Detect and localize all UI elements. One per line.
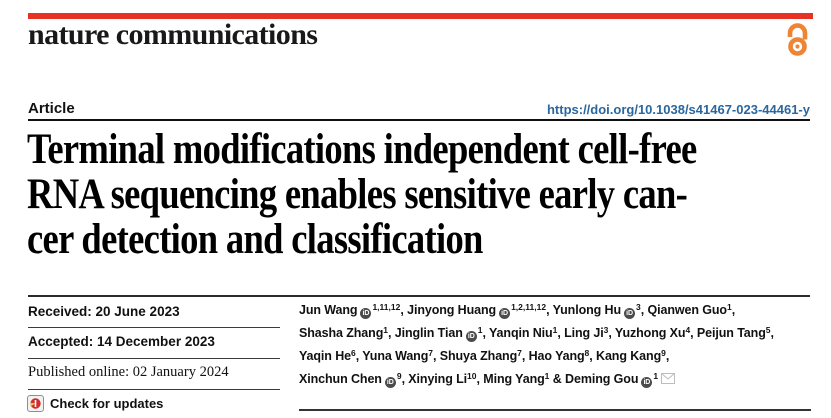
orcid-icon[interactable]: iD (384, 377, 396, 388)
author-name-text: , Kang Kang (589, 349, 662, 363)
brand-accent-bar (28, 13, 813, 19)
author-name-text: , Yunlong Hu (546, 303, 622, 317)
author-name-text: Jun Wang (299, 303, 358, 317)
section-label: Article (28, 100, 75, 117)
check-for-updates-link[interactable]: Check for updates (27, 395, 163, 412)
title-line-3: cer detection and classification (27, 216, 483, 263)
orcid-icon[interactable]: iD (624, 308, 636, 319)
affiliation-superscript: 8 (584, 347, 590, 358)
header-divider (28, 119, 810, 121)
orcid-icon[interactable]: iD (641, 377, 653, 388)
author-name-text: , (770, 326, 774, 340)
affiliation-superscript: 1 (477, 324, 483, 335)
author-name-text: , Hao Yang (521, 349, 585, 363)
affiliation-superscript: 1 (383, 324, 388, 335)
author-name-text: , Qianwen Guo (640, 303, 727, 317)
affiliation-superscript: 10 (467, 370, 477, 381)
orcid-icon[interactable]: iD (499, 308, 511, 319)
author-line: Shasha Zhang1, Jinglin Tian iD1, Yanqin N… (299, 322, 815, 345)
meta-divider (28, 358, 280, 359)
meta-divider (28, 327, 280, 328)
author-name-text: , Yanqin Niu (482, 326, 553, 340)
affiliation-superscript: 3 (603, 324, 609, 335)
orcid-icon[interactable]: iD (465, 331, 477, 342)
author-name-text: , Xinying Li (401, 372, 468, 386)
author-name-text: Xinchun Chen (299, 372, 382, 386)
author-name-text: , Shuya Zhang (433, 349, 518, 363)
author-name-text: , Peijun Tang (690, 326, 766, 340)
affiliation-superscript: 1 (726, 301, 732, 312)
author-name-text: , Jinyong Huang (400, 303, 497, 317)
journal-logo: nature communications (28, 18, 318, 51)
affiliation-superscript: 7 (428, 347, 433, 358)
article-meta-row: Article https://doi.org/10.1038/s41467-0… (28, 100, 810, 117)
author-name-text: & Deming Gou (549, 372, 639, 386)
author-name-text: Yaqin He (299, 349, 351, 363)
received-date: Received: 20 June 2023 (28, 304, 180, 319)
author-name-text: , Ming Yang (476, 372, 545, 386)
title-line-2: RNA sequencing enables sensitive early c… (27, 171, 688, 218)
author-name-text: Shasha Zhang (299, 326, 384, 340)
author-name-text: , Yuna Wang (355, 349, 429, 363)
authors-bottom-divider (299, 409, 811, 411)
page-title: Terminal modifications independent cell-… (27, 127, 815, 262)
affiliation-superscript: 1,2,11,12 (511, 301, 547, 312)
affiliation-superscript: 9 (396, 370, 402, 381)
author-line: Xinchun Chen iD9, Xinying Li10, Ming Yang… (299, 368, 815, 391)
open-access-icon (784, 22, 812, 61)
doi-link[interactable]: https://doi.org/10.1038/s41467-023-44461… (546, 102, 810, 117)
check-for-updates-label: Check for updates (50, 396, 164, 411)
published-date: Published online: 02 January 2024 (28, 364, 229, 380)
affiliation-superscript: 3 (636, 301, 641, 312)
author-name-text: , Jinglin Tian (387, 326, 463, 340)
meta-divider (28, 389, 280, 390)
affiliation-superscript: 6 (351, 347, 356, 358)
affiliation-superscript: 1 (552, 324, 558, 335)
affiliation-superscript: 1,11,12 (372, 301, 401, 312)
author-name-text: , Ling Ji (557, 326, 604, 340)
affiliation-superscript: 4 (685, 324, 691, 335)
affiliation-superscript: 7 (517, 347, 522, 358)
affiliation-superscript: 1 (544, 370, 550, 381)
envelope-icon[interactable] (661, 369, 676, 391)
author-name-text: , (731, 303, 736, 317)
author-name-text: , (665, 349, 670, 363)
columns-top-divider (28, 295, 810, 297)
author-line: Yaqin He6, Yuna Wang7, Shuya Zhang7, Hao… (299, 345, 815, 368)
orcid-icon[interactable]: iD (360, 308, 372, 319)
crossmark-icon (27, 395, 44, 412)
affiliation-superscript: 9 (661, 347, 666, 358)
author-line: Jun Wang iD1,11,12, Jinyong Huang iD1,2,11… (299, 299, 815, 322)
accepted-date: Accepted: 14 December 2023 (28, 334, 215, 349)
author-list: Jun Wang iD1,11,12, Jinyong Huang iD1,2,11… (299, 299, 815, 391)
affiliation-superscript: 5 (765, 324, 771, 335)
affiliation-superscript: 1 (653, 370, 659, 381)
title-line-1: Terminal modifications independent cell-… (27, 126, 697, 173)
author-name-text: , Yuzhong Xu (608, 326, 686, 340)
